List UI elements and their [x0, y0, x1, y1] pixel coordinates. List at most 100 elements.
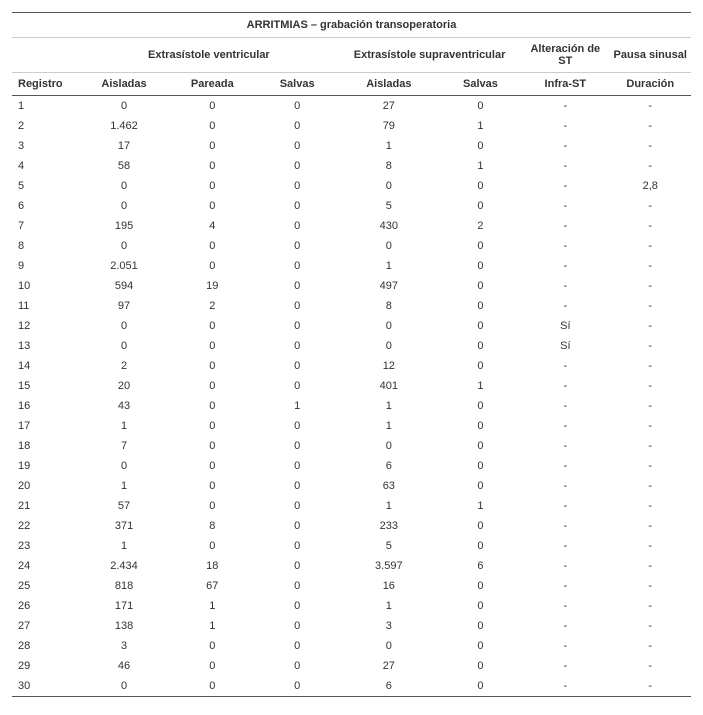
cell-s-salvas: 1 [440, 496, 521, 516]
cell-v-salvas: 0 [256, 676, 337, 697]
table-row: 1000270-- [12, 96, 691, 117]
cell-v-salvas: 0 [256, 356, 337, 376]
cell-s-salvas: 0 [440, 296, 521, 316]
cell-s-salvas: 0 [440, 476, 521, 496]
cell-duracion: - [609, 656, 691, 676]
col-infra-st: Infra-ST [521, 73, 609, 96]
group-pausa: Pausa sinusal [609, 38, 691, 73]
cell-s-aisladas: 79 [338, 116, 440, 136]
cell-v-pareada: 19 [168, 276, 256, 296]
table-row: 4580081-- [12, 156, 691, 176]
cell-v-aisladas: 46 [80, 656, 168, 676]
table-row: 271381030-- [12, 616, 691, 636]
cell-v-aisladas: 1.462 [80, 116, 168, 136]
cell-s-aisladas: 401 [338, 376, 440, 396]
cell-s-aisladas: 6 [338, 456, 440, 476]
cell-v-aisladas: 2.434 [80, 556, 168, 576]
table-row: 1900060-- [12, 456, 691, 476]
cell-v-salvas: 0 [256, 116, 337, 136]
table-row: 1710010-- [12, 416, 691, 436]
cell-s-aisladas: 430 [338, 216, 440, 236]
cell-s-aisladas: 1 [338, 136, 440, 156]
cell-registro: 23 [12, 536, 80, 556]
cell-infra-st: - [521, 356, 609, 376]
cell-registro: 20 [12, 476, 80, 496]
cell-s-aisladas: 12 [338, 356, 440, 376]
cell-v-pareada: 0 [168, 476, 256, 496]
cell-s-salvas: 0 [440, 236, 521, 256]
cell-infra-st: - [521, 396, 609, 416]
cell-v-pareada: 0 [168, 316, 256, 336]
cell-registro: 5 [12, 176, 80, 196]
table-row: 800000-- [12, 236, 691, 256]
cell-registro: 24 [12, 556, 80, 576]
cell-infra-st: - [521, 656, 609, 676]
cell-s-aisladas: 0 [338, 316, 440, 336]
cell-duracion: - [609, 676, 691, 697]
cell-v-pareada: 8 [168, 516, 256, 536]
cell-v-aisladas: 57 [80, 496, 168, 516]
cell-v-salvas: 0 [256, 216, 337, 236]
cell-s-aisladas: 0 [338, 436, 440, 456]
cell-s-aisladas: 8 [338, 156, 440, 176]
cell-duracion: 2,8 [609, 176, 691, 196]
cell-infra-st: - [521, 516, 609, 536]
cell-registro: 17 [12, 416, 80, 436]
cell-v-salvas: 0 [256, 176, 337, 196]
cell-v-aisladas: 0 [80, 316, 168, 336]
table-row: 3000060-- [12, 676, 691, 697]
cell-s-salvas: 0 [440, 436, 521, 456]
cell-s-salvas: 0 [440, 356, 521, 376]
cell-duracion: - [609, 256, 691, 276]
cell-v-pareada: 0 [168, 236, 256, 256]
cell-duracion: - [609, 156, 691, 176]
cell-v-salvas: 0 [256, 596, 337, 616]
cell-registro: 10 [12, 276, 80, 296]
cell-registro: 14 [12, 356, 80, 376]
cell-s-salvas: 0 [440, 196, 521, 216]
table-row: 261711010-- [12, 596, 691, 616]
cell-registro: 2 [12, 116, 80, 136]
cell-v-aisladas: 2.051 [80, 256, 168, 276]
cell-v-pareada: 0 [168, 676, 256, 697]
table-row: 11972080-- [12, 296, 691, 316]
cell-v-salvas: 1 [256, 396, 337, 416]
cell-v-pareada: 0 [168, 656, 256, 676]
cell-v-pareada: 0 [168, 436, 256, 456]
cell-infra-st: - [521, 636, 609, 656]
table-row: 22371802330-- [12, 516, 691, 536]
cell-v-salvas: 0 [256, 376, 337, 396]
col-v-salvas: Salvas [256, 73, 337, 96]
cell-v-pareada: 2 [168, 296, 256, 316]
table-row: 294600270-- [12, 656, 691, 676]
col-s-aisladas: Aisladas [338, 73, 440, 96]
cell-v-pareada: 0 [168, 496, 256, 516]
cell-v-aisladas: 0 [80, 336, 168, 356]
cell-s-salvas: 0 [440, 616, 521, 636]
cell-registro: 16 [12, 396, 80, 416]
cell-registro: 9 [12, 256, 80, 276]
cell-v-salvas: 0 [256, 536, 337, 556]
cell-registro: 8 [12, 236, 80, 256]
table-row: 92.0510010-- [12, 256, 691, 276]
cell-v-salvas: 0 [256, 256, 337, 276]
cell-s-salvas: 0 [440, 656, 521, 676]
cell-registro: 13 [12, 336, 80, 356]
table-row: 1300000Sí- [12, 336, 691, 356]
cell-duracion: - [609, 336, 691, 356]
cell-v-pareada: 0 [168, 256, 256, 276]
cell-v-aisladas: 0 [80, 176, 168, 196]
cell-s-salvas: 1 [440, 376, 521, 396]
cell-v-salvas: 0 [256, 496, 337, 516]
cell-s-salvas: 0 [440, 396, 521, 416]
cell-v-aisladas: 1 [80, 416, 168, 436]
cell-v-pareada: 0 [168, 636, 256, 656]
cell-s-aisladas: 27 [338, 96, 440, 117]
cell-registro: 27 [12, 616, 80, 636]
cell-v-pareada: 1 [168, 616, 256, 636]
cell-s-salvas: 0 [440, 516, 521, 536]
cell-v-aisladas: 594 [80, 276, 168, 296]
table-row: 1520004011-- [12, 376, 691, 396]
cell-v-salvas: 0 [256, 456, 337, 476]
cell-duracion: - [609, 476, 691, 496]
